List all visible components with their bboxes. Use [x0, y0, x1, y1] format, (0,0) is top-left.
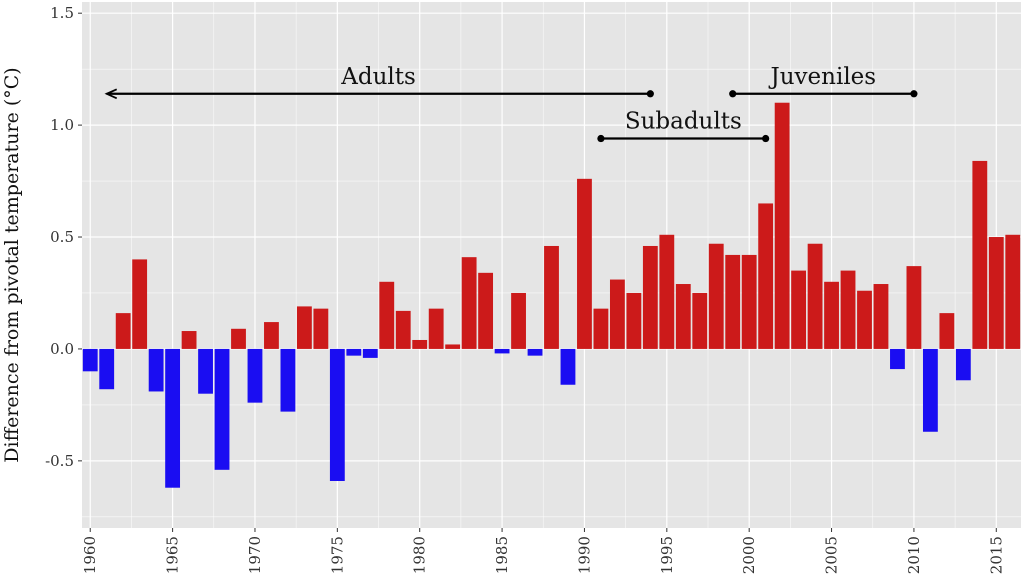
x-tick-label: 1975 — [328, 536, 346, 574]
bar-1980 — [412, 339, 428, 349]
x-tick-label: 2005 — [823, 536, 841, 574]
bar-1968 — [214, 348, 230, 470]
bar-1977 — [362, 348, 378, 358]
annotation-label-juveniles: Juveniles — [769, 64, 877, 90]
bar-1986 — [511, 292, 526, 349]
x-tick-label: 1985 — [493, 536, 511, 574]
bar-2011 — [922, 348, 938, 432]
bar-1987 — [527, 348, 543, 356]
bar-2010 — [906, 266, 922, 349]
bar-1982 — [445, 344, 461, 349]
bar-1978 — [379, 281, 395, 349]
bar-2013 — [955, 348, 971, 381]
bar-1993 — [626, 292, 642, 349]
bar-1999 — [725, 254, 741, 349]
y-tick-label: 0.5 — [50, 228, 74, 246]
bars-layer — [82, 102, 1021, 488]
bar-1964 — [148, 348, 164, 392]
bar-1983 — [461, 257, 477, 349]
bar-1998 — [708, 243, 724, 349]
annotation-label-adults: Adults — [340, 64, 416, 90]
x-tick-label: 1960 — [81, 536, 99, 574]
x-tick-label: 2010 — [905, 536, 923, 574]
x-tick-label: 1965 — [164, 536, 182, 574]
bar-2003 — [791, 270, 807, 349]
annotation-end-dot-subadults — [762, 134, 770, 143]
x-tick-label: 1990 — [575, 536, 593, 574]
bar-1969 — [231, 328, 246, 349]
bar-1962 — [115, 313, 131, 349]
bar-1961 — [99, 348, 115, 390]
bar-2016 — [1005, 234, 1021, 349]
bar-2000 — [741, 254, 757, 349]
x-tick-label: 2000 — [740, 536, 758, 574]
y-axis-title: Difference from pivotal temperature (°C) — [1, 67, 23, 462]
bar-1971 — [264, 322, 279, 349]
bar-1991 — [593, 308, 609, 349]
x-tick-label: 2015 — [987, 536, 1005, 574]
bar-1966 — [181, 331, 197, 349]
bar-1960 — [82, 348, 98, 372]
bar-2014 — [972, 160, 988, 349]
bar-1975 — [329, 348, 345, 481]
x-tick-label: 1980 — [411, 536, 429, 574]
bar-2009 — [890, 348, 905, 370]
bar-1979 — [395, 310, 411, 349]
bar-1973 — [296, 306, 312, 349]
annotations-layer: Adults Subadults Juveniles — [104, 64, 918, 143]
bar-1981 — [428, 308, 444, 349]
bar-1995 — [659, 234, 675, 349]
bar-1972 — [280, 348, 296, 412]
annotation-label-subadults: Subadults — [625, 109, 742, 135]
annotation-start-arrowhead-adults — [104, 88, 118, 100]
x-tick-label: 1995 — [658, 536, 676, 574]
bar-1989 — [560, 348, 576, 385]
annotation-start-dot-subadults — [597, 134, 605, 143]
bar-2008 — [873, 284, 889, 349]
bar-1976 — [346, 348, 362, 356]
bar-1990 — [577, 178, 592, 349]
bar-2007 — [857, 290, 872, 349]
bar-1965 — [165, 348, 181, 488]
bar-2002 — [774, 102, 790, 349]
bar-2004 — [807, 243, 823, 349]
bar-1985 — [494, 348, 510, 354]
annotation-end-dot-juveniles — [910, 90, 918, 98]
bar-2006 — [840, 270, 856, 349]
bar-2012 — [939, 313, 955, 349]
bar-1988 — [544, 245, 559, 349]
bar-1992 — [609, 279, 625, 349]
bar-1994 — [642, 245, 658, 349]
bar-1974 — [313, 308, 329, 349]
bar-1996 — [675, 284, 691, 349]
y-tick-label: 1.5 — [50, 4, 74, 22]
y-tick-label: 1.0 — [50, 116, 74, 134]
annotation-start-dot-juveniles — [729, 90, 737, 98]
bar-1997 — [692, 292, 708, 349]
y-axis-ticks: -0.5 0.0 0.5 1.0 1.5 — [45, 4, 82, 470]
bar-1963 — [132, 259, 148, 349]
bar-1984 — [478, 272, 494, 349]
x-tick-label: 1970 — [246, 536, 264, 574]
y-tick-label: -0.5 — [45, 452, 74, 470]
bar-2001 — [758, 203, 774, 349]
y-tick-label: 0.0 — [50, 340, 74, 358]
annotation-end-dot-adults — [646, 90, 654, 98]
bar-1967 — [198, 348, 213, 394]
bar-1970 — [247, 348, 263, 403]
x-axis-ticks: 1960 1965 1970 1975 1980 1985 1990 1995 2000 2005… — [81, 528, 1005, 574]
bar-2005 — [824, 281, 839, 349]
bar-2015 — [988, 237, 1004, 349]
